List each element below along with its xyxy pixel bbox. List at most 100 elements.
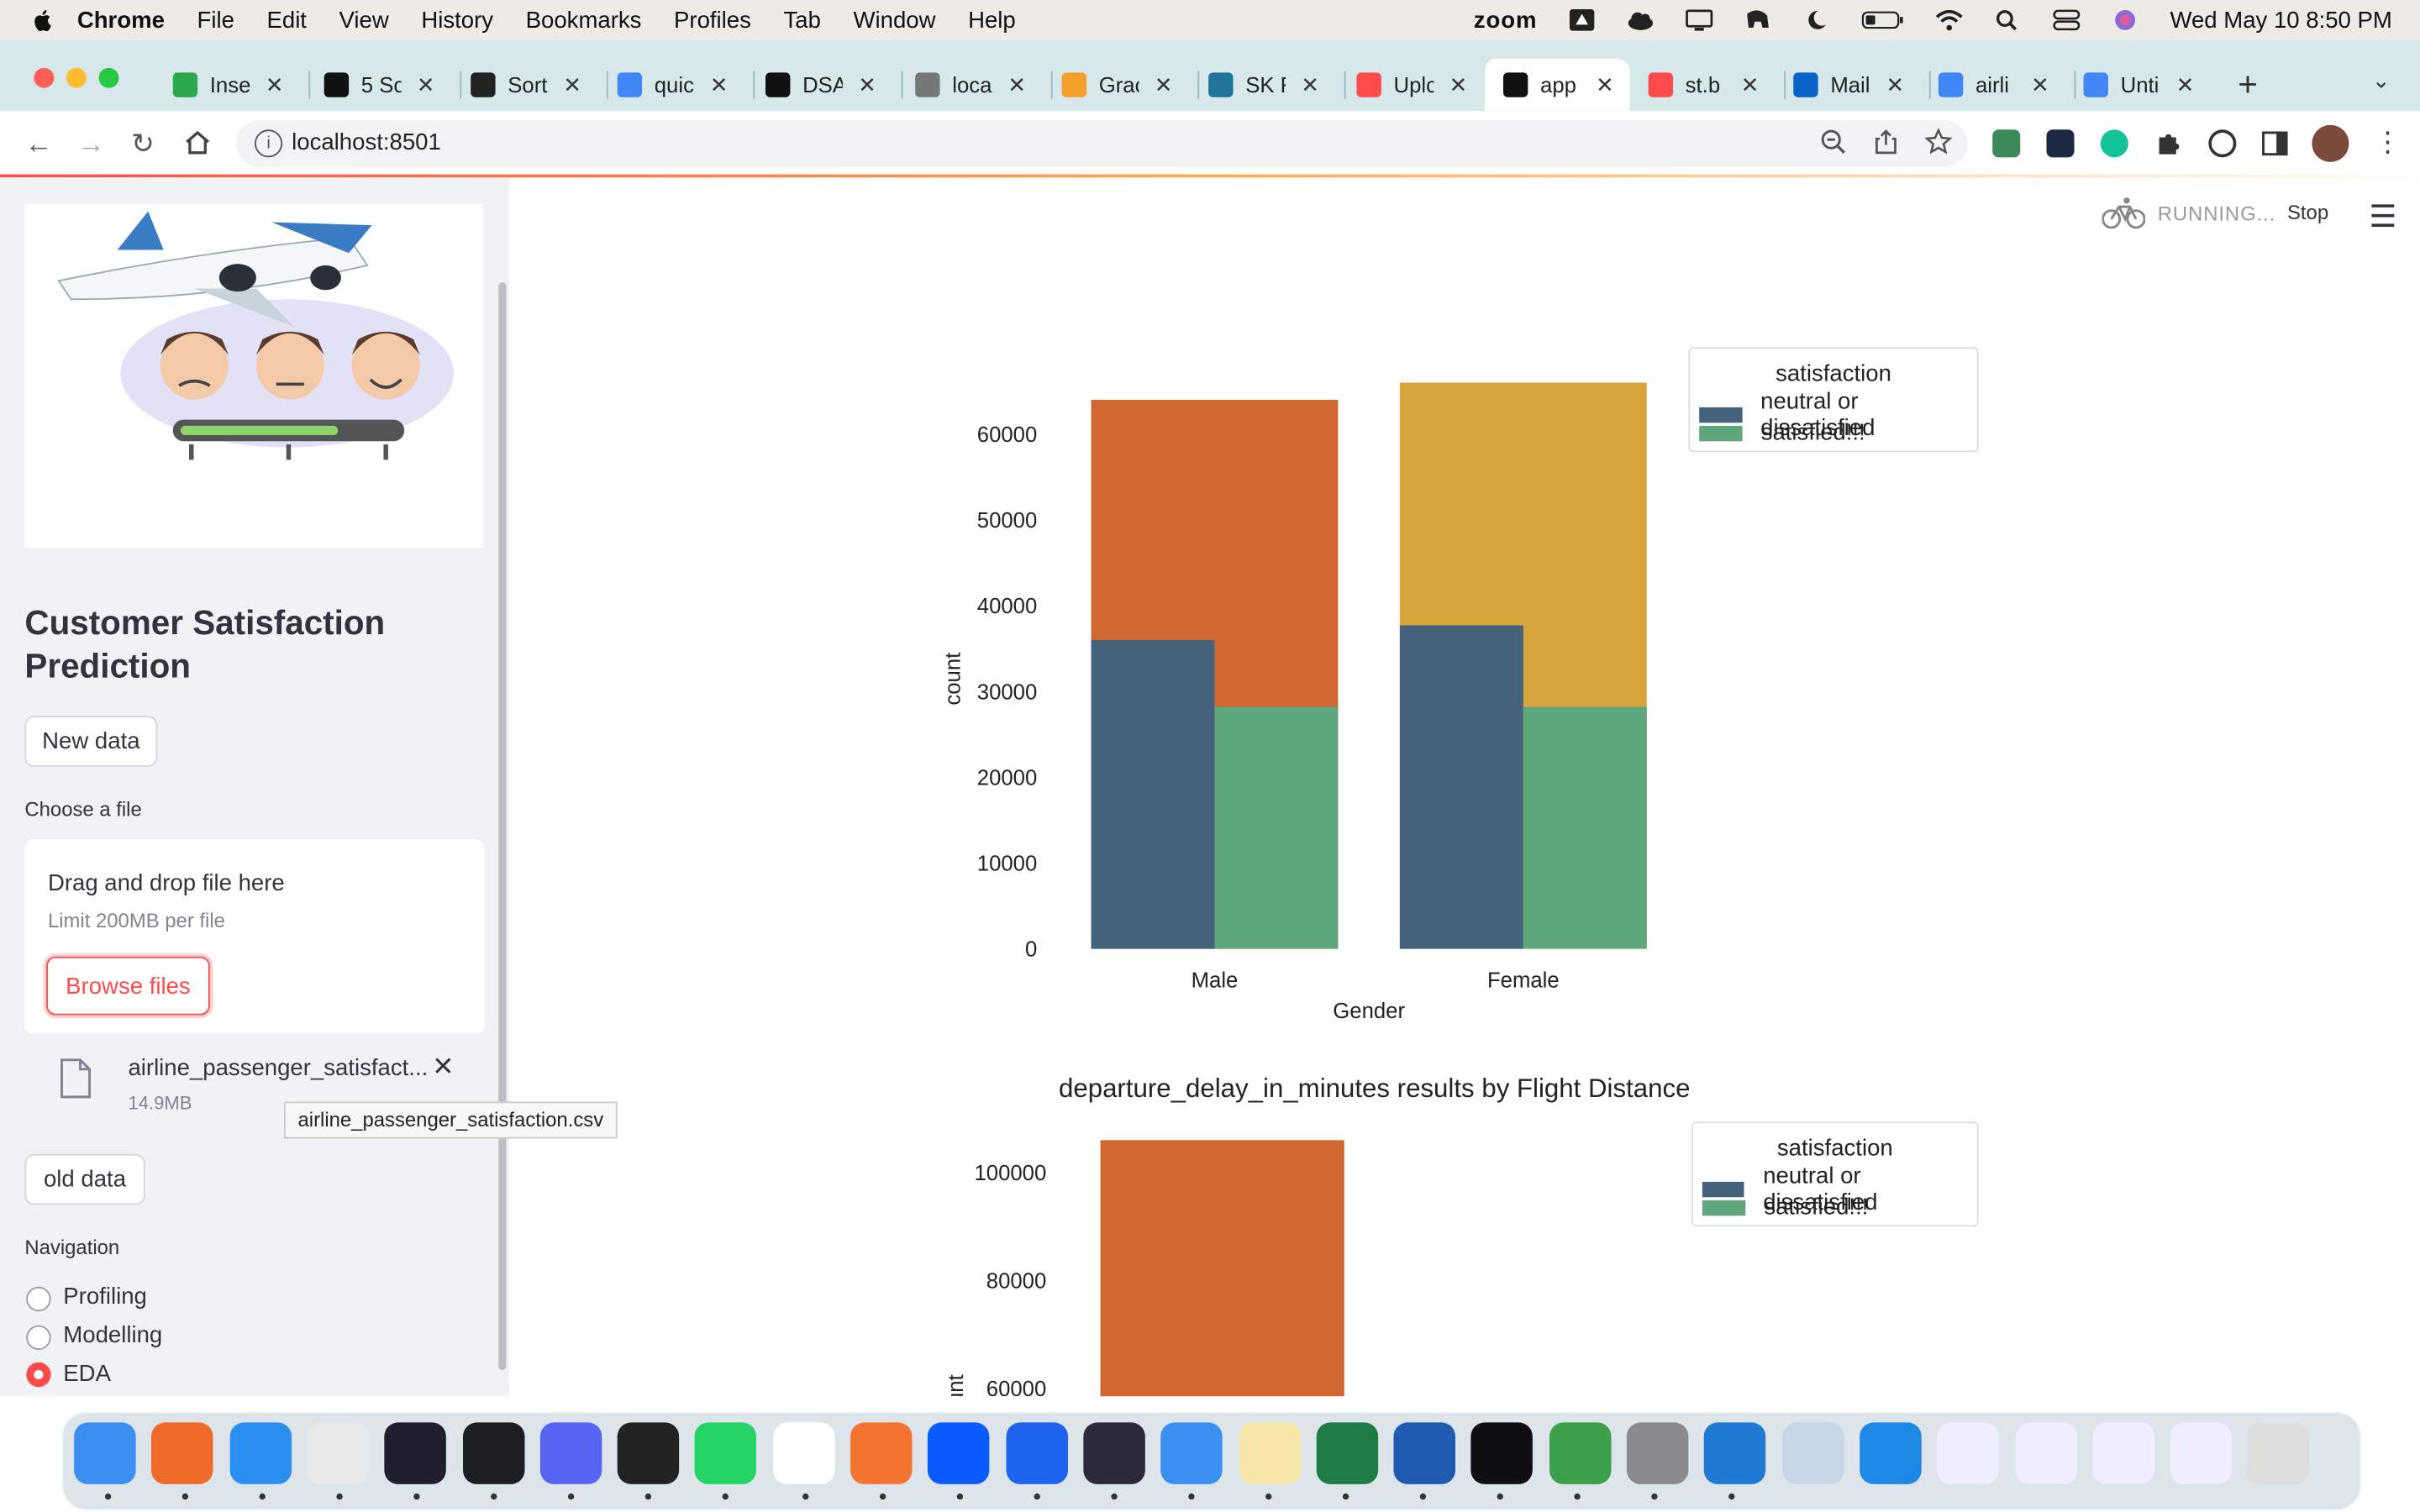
- menu-view[interactable]: View: [339, 7, 389, 34]
- dock-app-icon[interactable]: [74, 1422, 136, 1484]
- wifi-icon[interactable]: [1935, 9, 1963, 31]
- dock-app-icon[interactable]: [1704, 1422, 1766, 1484]
- dock-app-icon[interactable]: [1238, 1422, 1301, 1484]
- apple-icon[interactable]: [31, 8, 55, 32]
- elephant-icon[interactable]: [1744, 9, 1772, 31]
- cloud-icon[interactable]: [1627, 9, 1655, 31]
- control-center-icon[interactable]: [2053, 9, 2081, 31]
- zoom-out-icon[interactable]: [1819, 128, 1847, 155]
- radio-eda-label[interactable]: EDA: [63, 1360, 111, 1388]
- dock-app-icon[interactable]: [928, 1422, 990, 1484]
- side-panel-icon[interactable]: [2261, 129, 2289, 157]
- tab-9[interactable]: app ✕: [1484, 58, 1630, 112]
- siri-icon[interactable]: [2112, 9, 2139, 31]
- dock-app-icon[interactable]: [384, 1422, 447, 1484]
- tab-4[interactable]: DSA ✕: [765, 59, 876, 111]
- dock-app-icon[interactable]: [1937, 1422, 1999, 1484]
- drive-icon[interactable]: [1568, 9, 1596, 31]
- dock-app-icon[interactable]: [307, 1422, 369, 1484]
- tab-close-icon[interactable]: ✕: [1886, 71, 1904, 97]
- extension-e-icon[interactable]: [1992, 129, 2021, 158]
- radio-eda[interactable]: [26, 1362, 51, 1388]
- menu-window[interactable]: Window: [853, 7, 936, 34]
- dock-app-icon[interactable]: [1471, 1422, 1534, 1484]
- tab-7[interactable]: SK F ✕: [1208, 59, 1319, 111]
- url-text[interactable]: localhost:8501: [292, 129, 441, 156]
- dock-app-icon[interactable]: [772, 1422, 835, 1484]
- speed-extension-icon[interactable]: [2208, 129, 2237, 158]
- extensions-puzzle-icon[interactable]: [2154, 129, 2182, 157]
- remove-file-close-icon[interactable]: ✕: [432, 1052, 455, 1082]
- react-devtools-icon[interactable]: [2046, 129, 2075, 158]
- tab-close-icon[interactable]: ✕: [709, 71, 729, 97]
- address-bar[interactable]: i localhost:8501: [236, 120, 1968, 167]
- chrome-menu-icon[interactable]: ⋮: [2373, 126, 2402, 158]
- tab-5[interactable]: loca ✕: [915, 59, 1026, 111]
- sidebar-scrollbar[interactable]: [498, 282, 507, 1370]
- dock-app-icon[interactable]: [2247, 1422, 2310, 1484]
- dock-app-icon[interactable]: [539, 1422, 602, 1484]
- dock-app-icon[interactable]: [1160, 1422, 1223, 1484]
- share-icon[interactable]: [1872, 128, 1900, 155]
- site-info-icon[interactable]: i: [255, 129, 283, 158]
- forward-button[interactable]: →: [76, 128, 105, 160]
- dock-app-icon[interactable]: [2092, 1422, 2154, 1484]
- home-icon[interactable]: [184, 129, 212, 155]
- tab-close-icon[interactable]: ✕: [2031, 71, 2049, 97]
- tab-12[interactable]: airli ✕: [1938, 59, 2049, 111]
- dock-app-icon[interactable]: [850, 1422, 913, 1484]
- dock-app-icon[interactable]: [1005, 1422, 1068, 1484]
- tab-search-chevron-icon[interactable]: ⌄: [2372, 67, 2391, 93]
- grammarly-icon[interactable]: [2100, 129, 2128, 158]
- menu-bookmarks[interactable]: Bookmarks: [525, 7, 642, 34]
- tab-close-icon[interactable]: ✕: [1301, 71, 1319, 97]
- tab-close-icon[interactable]: ✕: [265, 71, 284, 97]
- dock-app-icon[interactable]: [2170, 1422, 2233, 1484]
- main-menu-hamburger-icon[interactable]: ☰: [2369, 200, 2397, 235]
- dock-app-icon[interactable]: [1860, 1422, 1922, 1484]
- tab-close-icon[interactable]: ✕: [563, 71, 581, 97]
- tab-close-icon[interactable]: ✕: [1740, 71, 1760, 97]
- tab-8[interactable]: Uplc ✕: [1356, 59, 1467, 111]
- bookmark-star-icon[interactable]: [1924, 128, 1953, 155]
- menu-profiles[interactable]: Profiles: [674, 7, 751, 34]
- browse-files-button[interactable]: Browse files: [46, 956, 210, 1016]
- dock-app-icon[interactable]: [1316, 1422, 1378, 1484]
- dock-app-icon[interactable]: [2014, 1422, 2077, 1484]
- dock-app-icon[interactable]: [462, 1422, 524, 1484]
- menu-tab[interactable]: Tab: [783, 7, 821, 34]
- zoom-status-item[interactable]: zoom: [1473, 7, 1538, 34]
- radio-profiling[interactable]: [26, 1286, 51, 1312]
- tab-close-icon[interactable]: ✕: [1154, 71, 1173, 97]
- new-tab-button[interactable]: +: [2238, 65, 2258, 104]
- dock-app-icon[interactable]: [1781, 1422, 1844, 1484]
- clock[interactable]: Wed May 10 8:50 PM: [2170, 7, 2392, 34]
- moon-icon[interactable]: [1802, 9, 1830, 31]
- back-button[interactable]: ←: [24, 128, 53, 160]
- tab-1[interactable]: 5 Sc ✕: [324, 59, 435, 111]
- profile-avatar[interactable]: [2312, 124, 2349, 162]
- dock-app-icon[interactable]: [151, 1422, 214, 1484]
- tab-0[interactable]: Inse ✕: [172, 59, 284, 111]
- file-dropzone[interactable]: Drag and drop file here Limit 200MB per …: [24, 839, 485, 1034]
- tab-close-icon[interactable]: ✕: [416, 71, 435, 97]
- tab-6[interactable]: Grac ✕: [1061, 59, 1173, 111]
- new-data-button[interactable]: New data: [24, 716, 158, 767]
- old-data-button[interactable]: old data: [24, 1153, 145, 1205]
- reload-button[interactable]: ↻: [131, 128, 155, 160]
- menu-edit[interactable]: Edit: [266, 7, 307, 34]
- radio-profiling-label[interactable]: Profiling: [63, 1284, 147, 1310]
- menu-help[interactable]: Help: [968, 7, 1016, 34]
- menu-history[interactable]: History: [421, 7, 494, 34]
- menu-file[interactable]: File: [197, 7, 234, 34]
- dock-app-icon[interactable]: [229, 1422, 292, 1484]
- tab-3[interactable]: quic ✕: [617, 59, 729, 111]
- tab-10[interactable]: st.b ✕: [1648, 59, 1760, 111]
- dock-app-icon[interactable]: [617, 1422, 680, 1484]
- zoom-window-button[interactable]: [98, 67, 119, 88]
- dock-app-icon[interactable]: [1083, 1422, 1145, 1484]
- stop-button[interactable]: Stop: [2286, 200, 2329, 224]
- dock-app-icon[interactable]: [1393, 1422, 1456, 1484]
- tab-11[interactable]: Mail ✕: [1793, 59, 1904, 111]
- tab-close-icon[interactable]: ✕: [858, 71, 876, 97]
